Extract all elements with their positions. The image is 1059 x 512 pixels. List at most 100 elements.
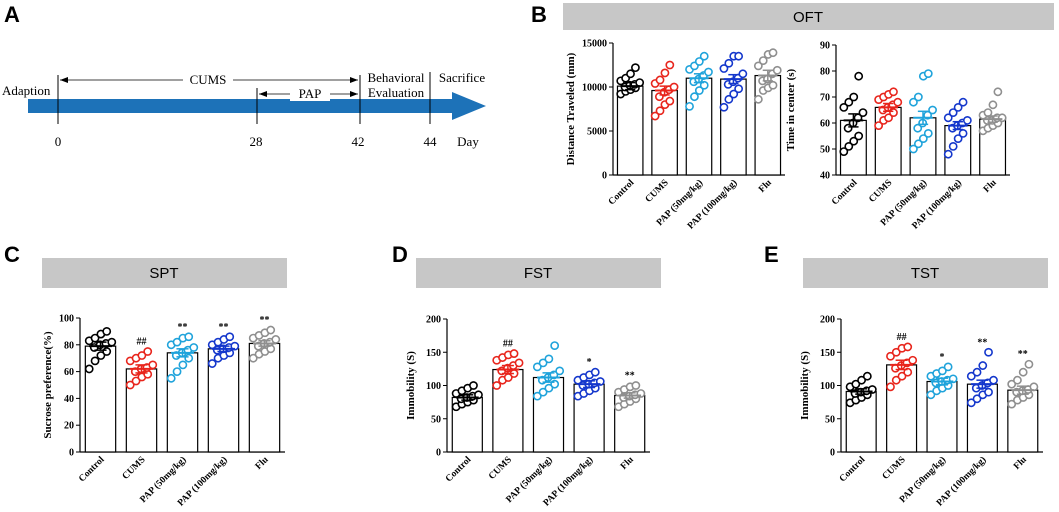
data-point [958,97,968,107]
data-point [844,97,854,107]
y-tick-label: 80 [64,340,74,351]
data-point [923,69,933,78]
data-point [948,141,958,151]
data-point [90,356,100,366]
data-point [903,367,913,377]
category-label: CUMS [121,455,148,482]
y-tick-label: 40 [820,171,830,182]
data-point [694,57,704,66]
data-point [655,106,665,116]
data-point [225,332,235,342]
data-point [631,381,641,390]
data-point [635,78,645,87]
data-point [909,144,918,154]
data-point [189,343,199,352]
day-unit-label: Day [457,134,479,149]
pap-label-bg [290,86,330,101]
data-point [1007,399,1017,409]
panel-letter-c: C [4,242,20,267]
data-point [544,354,554,364]
y-tick-label: 100 [59,314,74,325]
y-tick-label: 60 [64,367,74,378]
category-label: Control [77,455,107,485]
data-point [984,387,993,397]
data-point [989,375,998,385]
cums-label: CUMS [190,72,227,87]
data-point [509,349,519,358]
data-point [555,366,565,376]
y-tick-label: 50 [820,145,830,156]
data-point [207,359,217,368]
significance-label: ## [503,339,513,350]
fst-banner-label: FST [524,265,552,282]
y-tick-label: 70 [820,93,830,104]
data-point [908,355,918,365]
data-point [854,131,864,141]
data-point [972,367,982,377]
category-label: Flu [254,455,271,472]
significance-label: ** [977,337,987,348]
data-point [719,64,729,73]
data-point [690,92,699,102]
data-point [469,381,478,390]
data-point [943,149,953,159]
data-point [962,116,972,125]
data-point [550,341,560,350]
category-label: CUMS [867,178,894,205]
data-point [948,108,958,117]
data-point [84,364,94,374]
y-tick-label: 60 [820,119,830,130]
data-point [874,121,884,130]
fst-banner [416,258,661,288]
bar [84,345,117,453]
day-28-label: 28 [250,134,263,149]
data-point [858,108,868,117]
data-point [983,108,993,117]
y-tick-label: 100 [426,381,441,392]
significance-label: ** [219,322,229,333]
spt-chart: 0 20 40 60 80 100 Sucrose preference(%) Control… [42,314,285,508]
y-axis-label: Immobility (S) [405,351,417,420]
y-axis-label: Distance Traveled (mm) [565,52,577,165]
data-point [997,113,1007,123]
pap-label: PAP [299,86,322,101]
oft-distance-chart: 0 5000 10000 15000 Distance Traveled (mm) Con… [565,39,785,231]
data-point [839,147,849,156]
panel-letter-d: D [392,242,408,267]
timeline-arrow-shaft [28,99,455,113]
bar [616,85,644,176]
data-point [943,362,953,372]
data-point [738,69,748,79]
spt-banner-label: SPT [149,265,178,282]
data-point [913,123,923,133]
data-point [886,351,895,361]
data-point [862,371,872,381]
data-point [734,51,744,61]
y-axis-label: Time in center (s) [785,68,797,151]
oft-banner-label: OFT [793,9,823,26]
y-tick-label: 0 [602,171,607,182]
y-tick-label: 150 [426,348,441,359]
category-label: Flu [619,455,636,472]
cums-arrow-left [60,77,68,83]
oft-center-chart: 40 50 60 70 80 90 Time in center (s) Control CUM… [785,41,1010,231]
significance-label: * [940,352,945,363]
data-point [978,361,988,370]
data-point [753,94,763,104]
data-point [972,394,982,404]
data-point [988,100,998,110]
data-point [102,326,112,336]
data-point [184,353,194,363]
y-tick-label: 0 [69,448,74,459]
significance-label: * [587,357,592,368]
data-point [724,94,734,104]
cums-arrow-right [350,77,358,83]
data-point [937,366,947,376]
y-tick-label: 100 [820,381,835,392]
data-point [857,375,866,385]
timeline-arrow-head [452,92,486,120]
category-label: Flu [1012,455,1029,472]
data-point [538,387,548,397]
data-point [943,113,953,123]
